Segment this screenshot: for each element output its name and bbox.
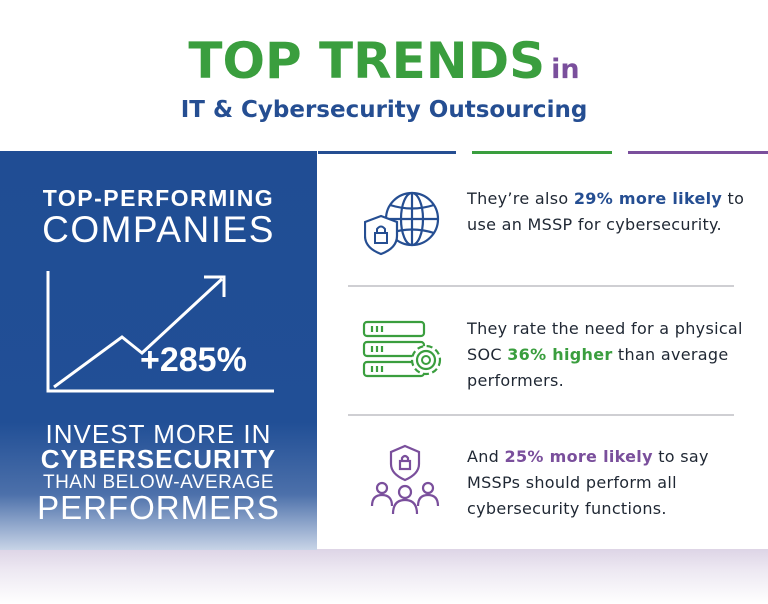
left-heading-companies: COMPANIES xyxy=(42,209,275,250)
stat-3-highlight: 25% more likely xyxy=(504,447,653,466)
stat-1-after: to use an MSSP for cybersecurity. xyxy=(467,189,745,234)
divider-2 xyxy=(348,414,734,416)
trend-up-arrow-icon xyxy=(46,271,274,393)
left-heading-top-performing: TOP-PERFORMING xyxy=(42,185,275,211)
page-title: TOP TRENDS in xyxy=(0,32,768,90)
stat-text-2: They rate the need for a physical SOC 36… xyxy=(467,316,757,394)
left-text-invest-more: INVEST MORE IN xyxy=(45,419,272,449)
stat-1-highlight: 29% more likely xyxy=(573,189,723,208)
stat-2-after: than average performers. xyxy=(467,345,729,390)
left-text-performers: PERFORMERS xyxy=(37,489,280,526)
page-subtitle: IT & Cybersecurity Outsourcing xyxy=(180,97,588,123)
left-stat-value: +285% xyxy=(140,341,247,379)
stat-2-before: They rate the need for a physical SOC xyxy=(467,319,743,364)
stat-2-highlight: 36% higher xyxy=(507,345,613,364)
stat-3-before: And xyxy=(467,447,505,466)
left-text-below-average: THAN BELOW-AVERAGE xyxy=(42,472,275,493)
bottom-band xyxy=(0,549,768,604)
server-gear-icon xyxy=(362,320,442,378)
divider-1 xyxy=(348,285,734,287)
title-top-trends: TOP TRENDS xyxy=(188,32,546,90)
stat-3-after: to say MSSPs should perform all cybersec… xyxy=(467,447,709,518)
shield-lock-globe-icon xyxy=(364,191,440,256)
stat-text-3: And 25% more likely to say MSSPs should … xyxy=(467,444,757,522)
shield-lock-people-icon xyxy=(370,444,440,515)
left-text-cybersecurity: CYBERSECURITY xyxy=(40,444,277,474)
stat-1-before: They’re also xyxy=(467,189,574,208)
left-panel: TOP-PERFORMING COMPANIES +285% INVEST MO… xyxy=(0,151,317,550)
accent-line-blue xyxy=(318,151,456,154)
title-in: in xyxy=(551,54,580,85)
accent-line-purple xyxy=(628,151,768,154)
accent-line-green xyxy=(472,151,612,154)
stat-text-1: They’re also 29% more likely to use an M… xyxy=(467,186,757,238)
